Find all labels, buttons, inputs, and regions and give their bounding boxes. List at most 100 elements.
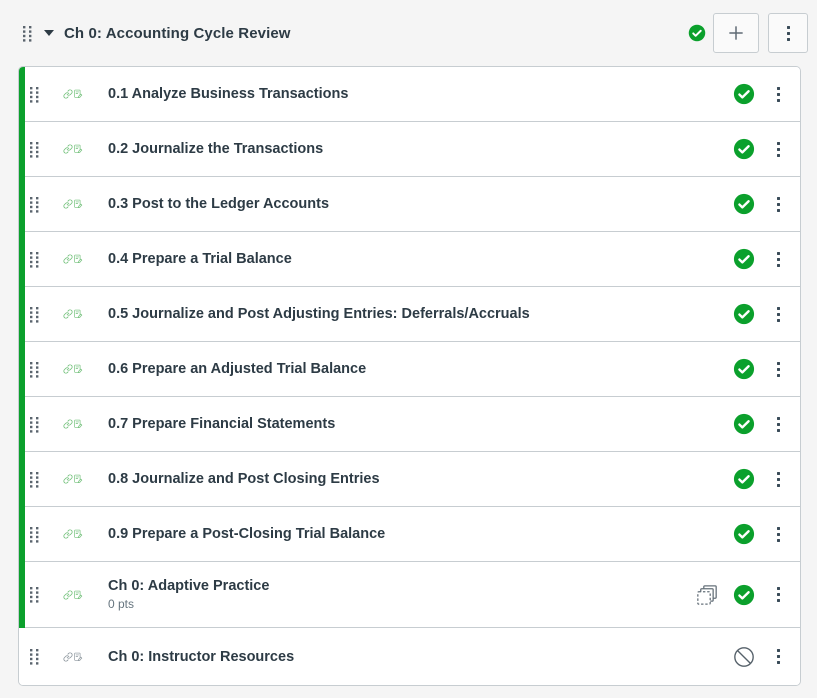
drag-handle-icon[interactable] bbox=[29, 416, 40, 433]
item-title-link[interactable]: 0.9 Prepare a Post-Closing Trial Balance bbox=[108, 526, 386, 542]
link-icon bbox=[63, 419, 73, 429]
link-icon bbox=[63, 652, 73, 661]
link-icon bbox=[63, 590, 73, 599]
publish-state-slot[interactable] bbox=[733, 193, 755, 215]
item-title-link[interactable]: 0.8 Journalize and Post Closing Entries bbox=[108, 471, 380, 487]
drag-handle-icon[interactable] bbox=[29, 648, 40, 665]
item-title-link[interactable]: 0.4 Prepare a Trial Balance bbox=[108, 251, 292, 267]
item-menu-button[interactable] bbox=[770, 303, 786, 325]
module-item-row: 0.7 Prepare Financial Statements bbox=[19, 396, 800, 452]
link-icon bbox=[63, 309, 73, 319]
unpublished-icon bbox=[734, 646, 754, 667]
drag-handle-icon[interactable] bbox=[29, 361, 40, 378]
item-menu-button[interactable] bbox=[770, 193, 786, 215]
publish-state-slot[interactable] bbox=[733, 584, 755, 606]
quiz-icon bbox=[74, 199, 83, 208]
module-item-row: 0.4 Prepare a Trial Balance bbox=[19, 231, 800, 287]
item-menu-button[interactable] bbox=[770, 468, 786, 490]
published-check-icon bbox=[733, 584, 755, 605]
module-item-row: 0.9 Prepare a Post-Closing Trial Balance bbox=[19, 506, 800, 562]
module-item-row: Ch 0: Adaptive Practice 0 pts bbox=[19, 561, 800, 628]
item-title-link[interactable]: Ch 0: Instructor Resources bbox=[108, 648, 295, 665]
item-type-icon bbox=[63, 469, 83, 489]
quiz-icon bbox=[74, 254, 83, 263]
item-menu-button[interactable] bbox=[770, 523, 786, 545]
item-type-icon bbox=[63, 359, 83, 379]
item-points: 0 pts bbox=[108, 597, 135, 611]
drag-handle-icon[interactable] bbox=[29, 141, 40, 158]
publish-state-slot[interactable] bbox=[733, 248, 755, 270]
published-check-icon bbox=[733, 413, 755, 435]
publish-state-slot[interactable] bbox=[733, 358, 755, 380]
item-title-link[interactable]: 0.1 Analyze Business Transactions bbox=[108, 86, 349, 102]
publish-state-slot[interactable] bbox=[733, 468, 755, 490]
item-menu-button[interactable] bbox=[770, 584, 786, 606]
link-icon bbox=[63, 529, 73, 539]
item-title-link[interactable]: 0.5 Journalize and Post Adjusting Entrie… bbox=[108, 306, 530, 322]
published-check-icon bbox=[733, 83, 755, 105]
item-menu-button[interactable] bbox=[770, 646, 786, 668]
item-type-icon bbox=[63, 139, 83, 159]
drag-handle-icon[interactable] bbox=[29, 471, 40, 488]
item-title-link[interactable]: 0.6 Prepare an Adjusted Trial Balance bbox=[108, 361, 367, 377]
drag-handle-icon[interactable] bbox=[29, 86, 40, 103]
link-icon bbox=[63, 199, 73, 209]
published-check-icon bbox=[733, 248, 755, 270]
module-item-row: 0.1 Analyze Business Transactions bbox=[19, 67, 800, 122]
module-menu-button[interactable] bbox=[768, 13, 808, 53]
item-type-icon bbox=[63, 585, 83, 605]
published-check-icon bbox=[733, 138, 755, 160]
module-published-check-icon[interactable] bbox=[688, 24, 706, 42]
link-icon bbox=[63, 144, 73, 154]
item-type-icon bbox=[63, 647, 83, 667]
quiz-icon bbox=[74, 529, 83, 538]
quiz-icon bbox=[74, 309, 83, 318]
publish-state-slot[interactable] bbox=[733, 83, 755, 105]
publish-state-slot[interactable] bbox=[733, 646, 755, 668]
drag-handle-icon[interactable] bbox=[29, 586, 40, 603]
item-type-icon bbox=[63, 249, 83, 269]
quiz-icon bbox=[74, 590, 83, 599]
quiz-icon bbox=[74, 89, 83, 98]
drag-handle-icon[interactable] bbox=[29, 306, 40, 323]
drag-handle-icon[interactable] bbox=[22, 25, 33, 42]
item-type-icon bbox=[63, 84, 83, 104]
link-icon bbox=[63, 254, 73, 264]
published-check-icon bbox=[733, 193, 755, 215]
item-menu-button[interactable] bbox=[770, 248, 786, 270]
item-type-icon bbox=[63, 304, 83, 324]
item-title-link[interactable]: 0.7 Prepare Financial Statements bbox=[108, 416, 336, 432]
publish-state-slot[interactable] bbox=[733, 138, 755, 160]
item-title-link[interactable]: Ch 0: Adaptive Practice bbox=[108, 578, 270, 594]
module-item-row: Ch 0: Instructor Resources bbox=[19, 628, 800, 685]
publish-state-slot[interactable] bbox=[733, 523, 755, 545]
quiz-icon bbox=[74, 144, 83, 153]
item-title-link[interactable]: 0.2 Journalize the Transactions bbox=[108, 141, 324, 157]
item-menu-button[interactable] bbox=[770, 83, 786, 105]
module-items-list: 0.1 Analyze Business Transactions bbox=[18, 66, 801, 686]
module-item-row: 0.3 Post to the Ledger Accounts bbox=[19, 176, 800, 232]
item-menu-button[interactable] bbox=[770, 413, 786, 435]
add-item-button[interactable] bbox=[713, 13, 759, 53]
module-item-row: 0.8 Journalize and Post Closing Entries bbox=[19, 451, 800, 507]
item-type-icon bbox=[63, 414, 83, 434]
published-check-icon bbox=[733, 468, 755, 490]
drag-handle-icon[interactable] bbox=[29, 251, 40, 268]
module-header: Ch 0: Accounting Cycle Review bbox=[0, 0, 817, 66]
module-item-row: 0.5 Journalize and Post Adjusting Entrie… bbox=[19, 286, 800, 342]
publish-state-slot[interactable] bbox=[733, 303, 755, 325]
drag-handle-icon[interactable] bbox=[29, 526, 40, 543]
link-icon bbox=[63, 474, 73, 484]
item-menu-button[interactable] bbox=[770, 358, 786, 380]
publish-state-slot[interactable] bbox=[733, 413, 755, 435]
chevron-down-icon[interactable] bbox=[44, 30, 54, 36]
item-title-link[interactable]: 0.3 Post to the Ledger Accounts bbox=[108, 196, 330, 212]
module-item-row: 0.2 Journalize the Transactions bbox=[19, 121, 800, 177]
link-icon bbox=[63, 89, 73, 99]
item-menu-button[interactable] bbox=[770, 138, 786, 160]
drag-handle-icon[interactable] bbox=[29, 196, 40, 213]
published-check-icon bbox=[733, 303, 755, 325]
duplicate-icon[interactable] bbox=[696, 584, 718, 606]
item-type-icon bbox=[63, 524, 83, 544]
module-item-row: 0.6 Prepare an Adjusted Trial Balance bbox=[19, 341, 800, 397]
